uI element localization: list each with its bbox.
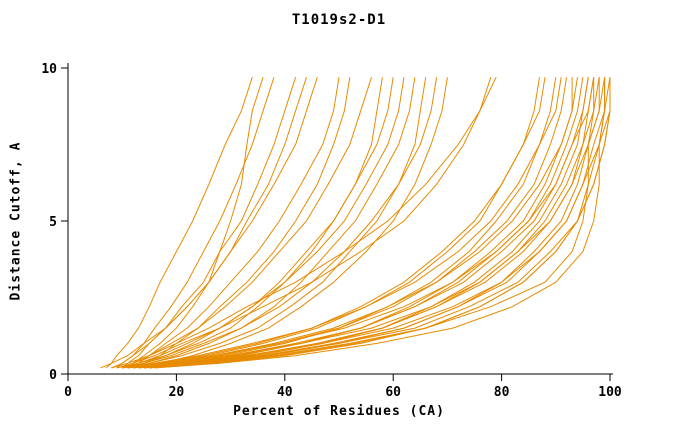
model-curve bbox=[121, 77, 297, 369]
model-curve bbox=[143, 77, 573, 369]
model-curve bbox=[100, 77, 307, 369]
x-tick-label: 100 bbox=[598, 385, 622, 400]
model-curve bbox=[154, 77, 606, 369]
model-curve bbox=[138, 77, 448, 369]
model-curve bbox=[122, 77, 264, 369]
model-curve bbox=[122, 77, 405, 369]
model-curve bbox=[127, 77, 340, 369]
model-curve bbox=[132, 77, 568, 369]
model-curve bbox=[116, 77, 492, 369]
model-curve bbox=[122, 77, 595, 369]
model-curve bbox=[138, 77, 611, 369]
y-tick-label: 10 bbox=[41, 62, 57, 77]
model-curve bbox=[149, 77, 611, 369]
model-curve bbox=[143, 77, 606, 369]
model-curve bbox=[143, 77, 595, 369]
x-tick-label: 20 bbox=[169, 385, 185, 400]
model-curve bbox=[111, 76, 497, 369]
y-tick-label: 0 bbox=[49, 368, 57, 383]
x-tick-label: 40 bbox=[277, 385, 293, 400]
model-curve bbox=[127, 77, 578, 369]
model-curve bbox=[132, 77, 540, 369]
model-curve bbox=[138, 77, 557, 369]
model-curve bbox=[132, 77, 351, 369]
model-curve bbox=[149, 77, 589, 369]
model-curve bbox=[105, 77, 253, 369]
model-curve bbox=[127, 77, 427, 369]
model-curve bbox=[138, 77, 584, 369]
x-tick-label: 60 bbox=[385, 385, 401, 400]
model-curve bbox=[149, 77, 600, 369]
model-curve bbox=[111, 77, 318, 369]
y-tick-label: 5 bbox=[49, 215, 57, 230]
model-curve bbox=[132, 77, 416, 369]
model-curve bbox=[127, 77, 546, 369]
chart-title: T1019s2-D1 bbox=[291, 12, 387, 28]
x-tick-label: 0 bbox=[64, 385, 72, 400]
x-tick-label: 80 bbox=[494, 385, 510, 400]
model-curve bbox=[122, 77, 562, 369]
x-axis-label: Percent of Residues (CA) bbox=[233, 404, 445, 419]
